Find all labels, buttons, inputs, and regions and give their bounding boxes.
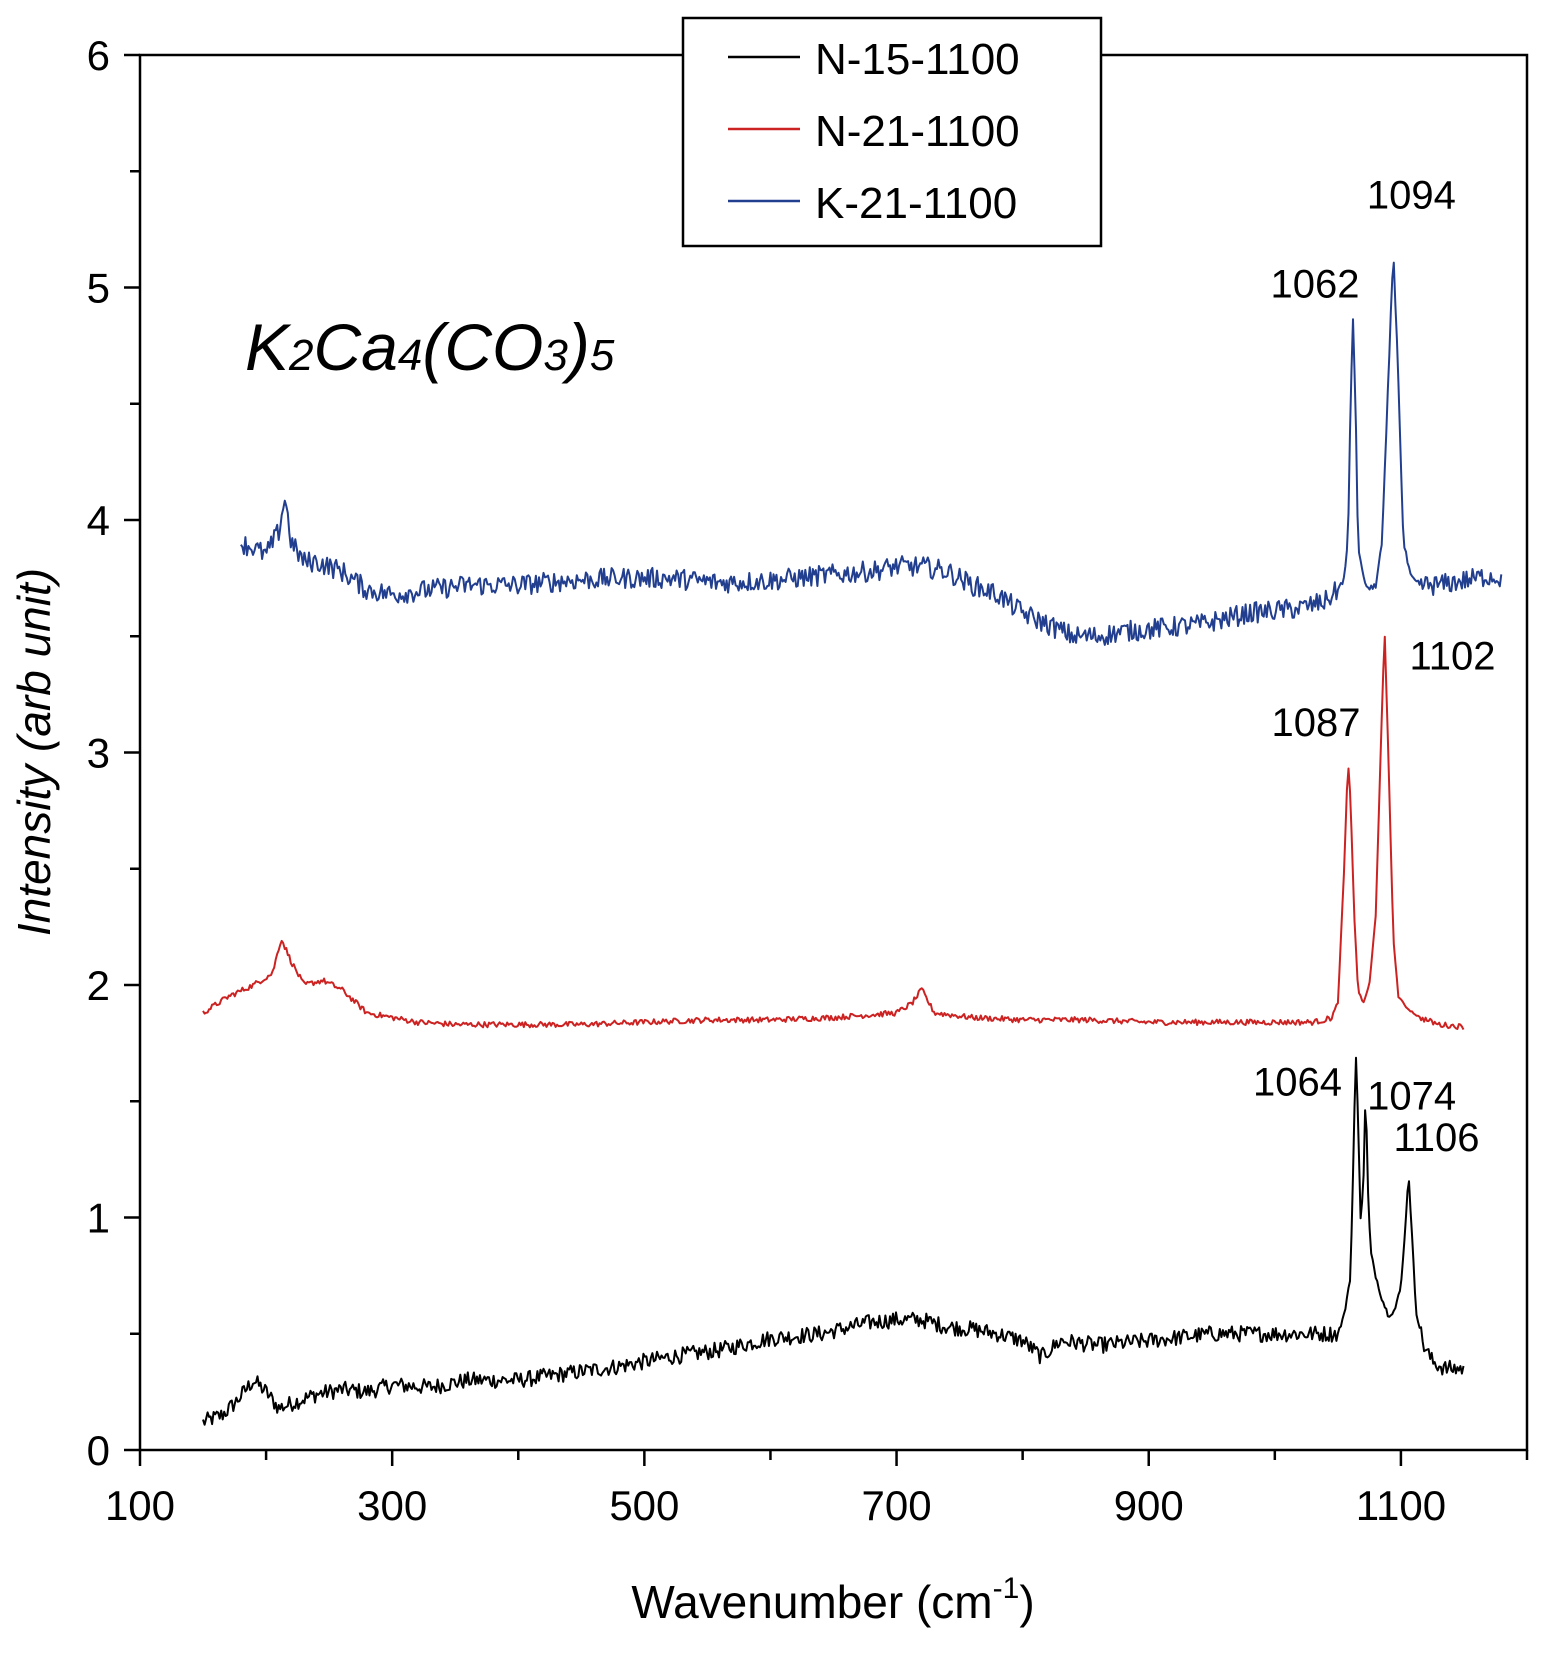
peak-label: 1102 — [1410, 634, 1496, 678]
x-tick-label: 100 — [105, 1482, 175, 1529]
series-line-N-21-1100 — [202, 635, 1465, 1031]
series-line-K-21-1100 — [240, 261, 1503, 646]
formula-part: (CO — [422, 310, 543, 384]
legend-items: N-15-1100 N-21-1100 K-21-1100 — [728, 35, 1020, 228]
peak-label: 1094 — [1367, 173, 1456, 217]
legend-label: K-21-1100 — [815, 179, 1017, 228]
peak-label: 1062 — [1271, 263, 1360, 307]
y-tick-label: 3 — [87, 730, 110, 777]
x-axis-title-main: Wavenumber (cm — [631, 1576, 992, 1628]
x-axis-title-close: ) — [1019, 1576, 1034, 1628]
formula-subscript: 3 — [543, 331, 568, 380]
peak-label: 1106 — [1393, 1116, 1479, 1160]
formula-part: Ca — [314, 310, 398, 384]
formula-part: K — [245, 310, 292, 384]
y-tick-label: 4 — [87, 497, 110, 544]
y-tick-label: 1 — [87, 1195, 110, 1242]
formula-subscript: 5 — [590, 331, 615, 380]
y-tick-label: 5 — [87, 265, 110, 312]
series-line-N-15-1100 — [202, 1056, 1465, 1426]
series-group — [202, 261, 1503, 1426]
y-tick-label: 6 — [87, 32, 110, 79]
y-tick-label: 0 — [87, 1427, 110, 1474]
peak-label: 1064 — [1253, 1060, 1342, 1104]
legend: N-15-1100 N-21-1100 K-21-1100 — [681, 16, 1103, 248]
x-tick-label: 300 — [357, 1482, 427, 1529]
y-tick-label: 2 — [87, 962, 110, 1009]
formula-label: K2Ca4(CO3)5 — [245, 310, 615, 384]
x-tick-label: 500 — [609, 1482, 679, 1529]
peak-label: 1087 — [1271, 701, 1360, 745]
peak-label: 1074 — [1367, 1075, 1456, 1119]
x-tick-label: 1100 — [1356, 1482, 1446, 1529]
x-tick-label: 700 — [862, 1482, 932, 1529]
legend-label: N-15-1100 — [815, 35, 1020, 84]
legend-label: N-21-1100 — [815, 107, 1020, 156]
y-axis-title: Intensity (arb unit) — [8, 568, 60, 936]
x-axis-title-sup: -1 — [993, 1572, 1020, 1605]
formula-subscript: 2 — [288, 331, 313, 380]
x-tick-label: 900 — [1114, 1482, 1184, 1529]
formula-subscript: 4 — [398, 331, 422, 380]
axis-ticks: 100 300 500 700 900 1100 0 1 2 3 4 5 6 — [87, 32, 1529, 1529]
x-axis-title: Wavenumber (cm-1) — [631, 1572, 1034, 1628]
